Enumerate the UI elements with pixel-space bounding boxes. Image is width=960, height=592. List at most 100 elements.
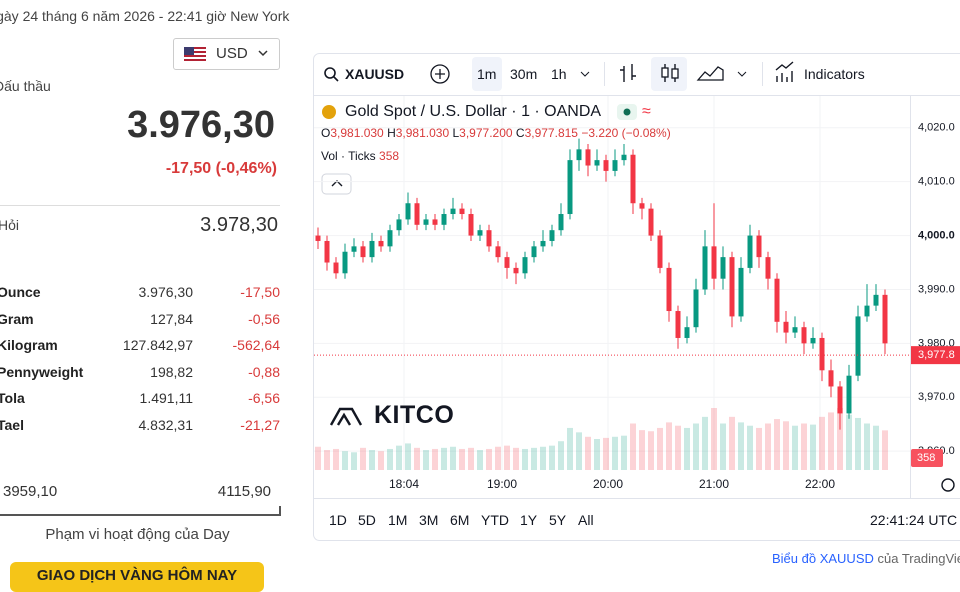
page: {"header":{"date":"Ngày 24 tháng 6 năm 2… (0, 0, 960, 576)
candle-style-icon (662, 68, 668, 77)
range-button[interactable]: 1M (388, 512, 407, 528)
volume-bar (810, 425, 816, 470)
candle-body (487, 230, 492, 246)
currency-select[interactable]: USD (173, 38, 280, 70)
range-button[interactable]: 5D (358, 512, 376, 528)
volume-bar (549, 446, 555, 470)
candle-body (712, 246, 717, 278)
volume-bar (864, 424, 870, 471)
unit-change: -0,88 (200, 364, 280, 380)
volume-bar (783, 421, 789, 470)
interval[interactable]: 1h (551, 66, 567, 82)
volume-tag-label: 358 (917, 452, 935, 464)
date-line: Ngày 24 tháng 6 năm 2026 - 22:41 giờ New… (0, 8, 289, 24)
range-button[interactable]: 1Y (520, 512, 537, 528)
unit-name: Tola (0, 390, 25, 406)
candle-body (739, 268, 744, 317)
volume-bar (387, 449, 393, 470)
volume-bar (531, 448, 537, 470)
ask-label: Hỏi (0, 217, 19, 233)
candle-body (595, 160, 600, 165)
volume-bar (729, 417, 735, 470)
candle-body (352, 246, 357, 251)
candle-body (460, 209, 465, 214)
volume-bar (333, 449, 339, 470)
volume-bar (819, 417, 825, 470)
unit-name: Tael (0, 417, 24, 433)
volume-bar (648, 431, 654, 470)
candle-body (433, 219, 438, 224)
chart-title: Gold Spot / U.S. Dollar · 1 · OANDA (345, 103, 601, 121)
divider (0, 205, 280, 206)
volume-bar (702, 417, 708, 470)
candle-body (829, 370, 834, 386)
range-button[interactable]: YTD (481, 512, 509, 528)
candle-body (496, 246, 501, 257)
candle-body (658, 236, 663, 268)
volume-bar (882, 430, 888, 470)
candle-body (676, 311, 681, 338)
volume-bar (630, 424, 636, 471)
trade-button[interactable]: GIAO DỊCH VÀNG HÔM NAY (10, 562, 264, 592)
range-button[interactable]: 1D (329, 512, 347, 528)
volume-bar (792, 426, 798, 470)
candle-body (865, 306, 870, 317)
clock: 22:41:24 UTC (870, 512, 957, 528)
candle-body (388, 230, 393, 246)
y-tick-label: 4,000.0 (918, 229, 955, 241)
candle-body (775, 279, 780, 322)
unit-change: -17,50 (200, 284, 280, 300)
range-button[interactable]: 3M (419, 512, 438, 528)
flag (184, 47, 206, 61)
candle-body (793, 327, 798, 332)
candle-body (586, 149, 591, 165)
interval[interactable]: 1m (477, 66, 496, 82)
candle-body (703, 246, 708, 289)
range-high: 4115,90 (150, 483, 271, 500)
volume-bar (540, 447, 546, 470)
x-tick-label: 20:00 (593, 477, 623, 491)
unit-price: 1.491,11 (60, 390, 193, 406)
volume-bar (495, 447, 501, 470)
y-tick-label: 3,970.0 (918, 391, 955, 403)
volume-bar (351, 452, 357, 470)
candle-body (802, 327, 807, 343)
unit-change: -21,27 (200, 417, 280, 433)
unit-price: 198,82 (60, 364, 193, 380)
candle-body (397, 219, 402, 230)
range-button[interactable]: All (578, 512, 594, 528)
interval[interactable]: 30m (510, 66, 537, 82)
volume-bar (324, 450, 330, 470)
candle-body (361, 246, 366, 257)
unit-price: 3.976,30 (60, 284, 193, 300)
volume-bar (855, 418, 861, 470)
volume-bar (360, 448, 366, 470)
volume-bar (432, 449, 438, 470)
unit-name: Kilogram (0, 337, 58, 353)
range-button[interactable]: 5Y (549, 512, 566, 528)
candle-style-icon (672, 69, 678, 78)
bid-price: 3.976,30 (60, 104, 275, 147)
volume-bar (666, 422, 672, 470)
candle-body (694, 289, 699, 327)
candle-body (730, 257, 735, 316)
candle-body (820, 338, 825, 370)
range-button[interactable]: 6M (450, 512, 469, 528)
candle-body (622, 155, 627, 160)
candle-body (514, 268, 519, 273)
volume-bar (738, 422, 744, 470)
candle-body (640, 203, 645, 208)
volume-bar (450, 447, 456, 470)
collapse-button[interactable] (322, 174, 351, 194)
indicators[interactable]: Indicators (804, 66, 865, 82)
y-tick-label: 4,020.0 (918, 122, 955, 134)
range-marker (279, 506, 281, 516)
symbol[interactable]: XAUUSD (345, 66, 404, 82)
candle-body (649, 209, 654, 236)
y-tick-label: 4,010.0 (918, 176, 955, 188)
candle-body (343, 252, 348, 274)
bid-change: -17,50 (-0,46%) (60, 160, 277, 178)
candle-body (856, 316, 861, 375)
volume-bar (504, 446, 510, 470)
candle-body (550, 230, 555, 241)
